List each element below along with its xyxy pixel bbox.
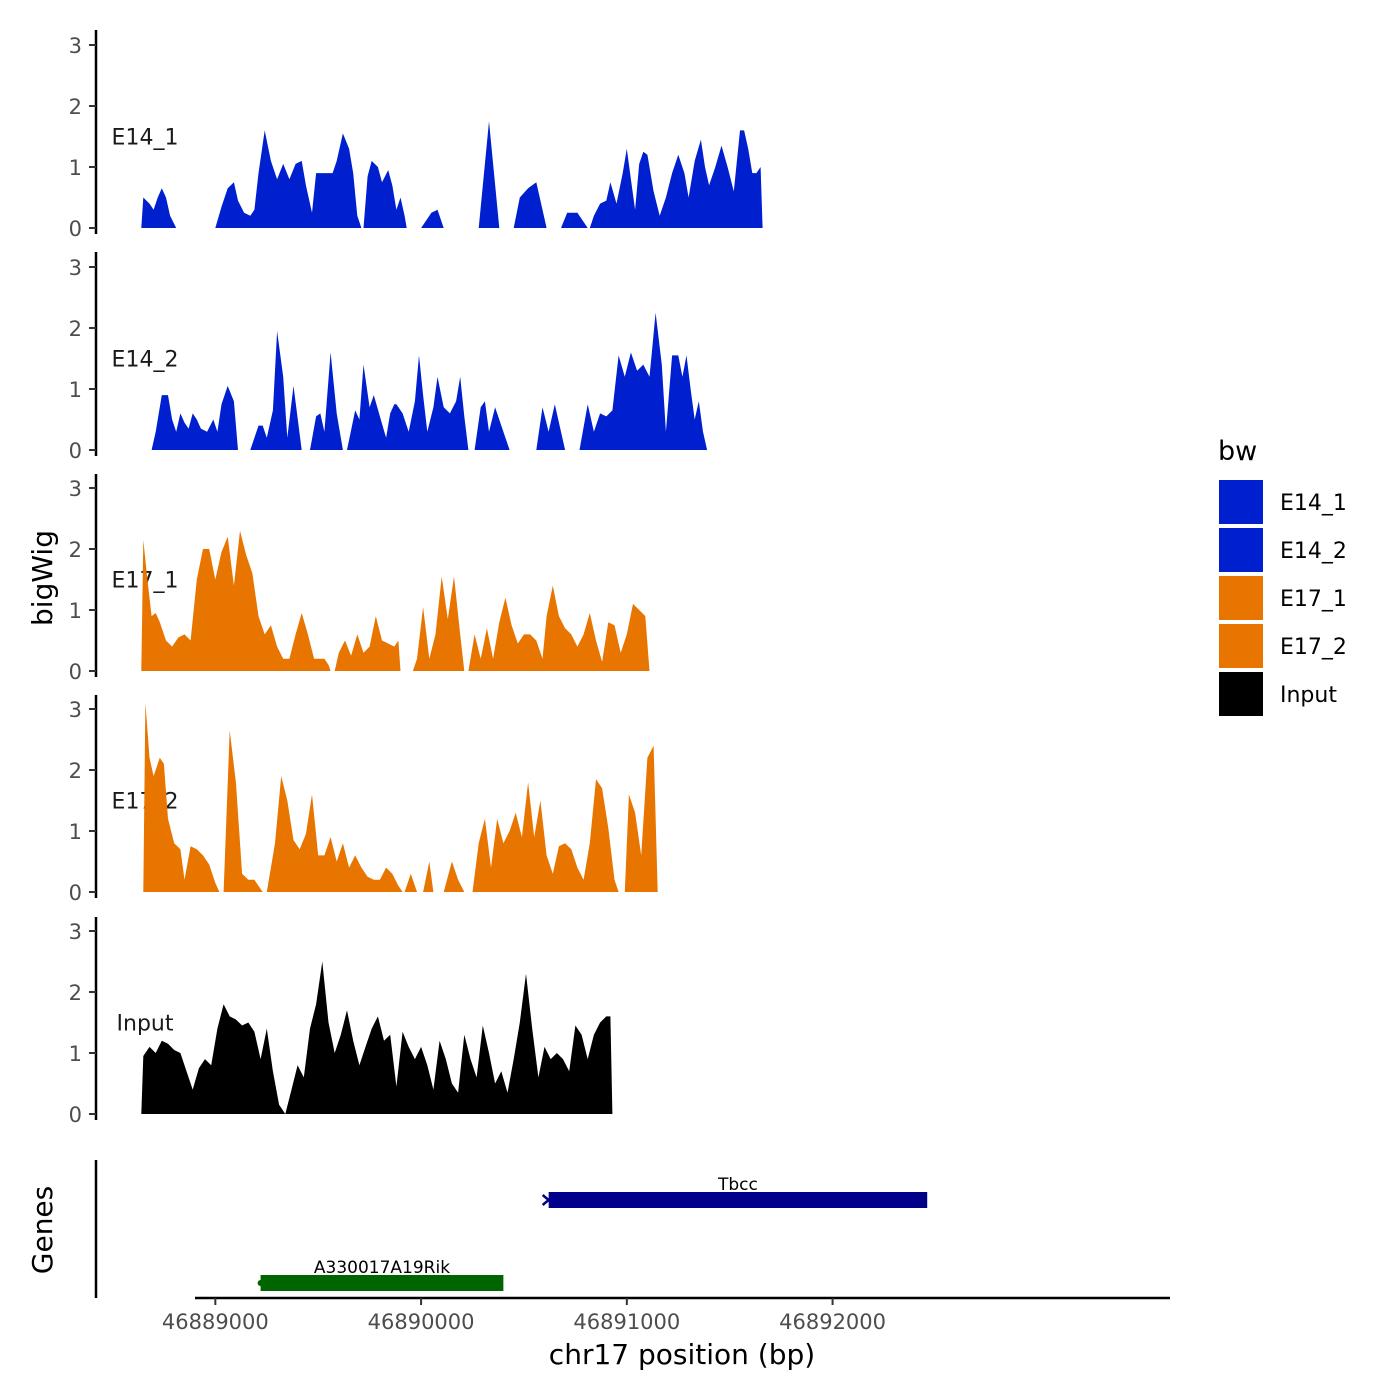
- y-tick-label: 2: [69, 317, 82, 341]
- gene-body: [548, 1192, 928, 1208]
- x-tick-label: 46891000: [573, 1310, 680, 1334]
- legend-item-e17-1: E17_1: [1219, 576, 1347, 620]
- y-tick-label: 3: [69, 920, 82, 944]
- coverage-area-e17-1: [141, 530, 650, 671]
- y-tick-label: 3: [69, 698, 82, 722]
- y-tick-label: 0: [69, 881, 82, 905]
- legend-swatch: [1219, 480, 1263, 524]
- tracks-layer: 0123E14_10123E14_20123E17_10123E17_20123…: [69, 30, 763, 1127]
- track-label: E14_2: [112, 348, 179, 373]
- track-label: E14_1: [112, 126, 179, 151]
- genes-axis-title: Genes: [26, 1186, 59, 1274]
- y-tick-label: 1: [69, 599, 82, 623]
- x-axis: 46889000 46890000 46891000 46892000: [162, 1296, 1170, 1334]
- x-tick-label: 46892000: [779, 1310, 886, 1334]
- y-tick-label: 0: [69, 439, 82, 463]
- track-e14-2: 0 1 2 3 E14_2: [69, 252, 708, 463]
- legend-item-input: Input: [1219, 672, 1337, 716]
- y-tick-label: 2: [69, 759, 82, 783]
- y-tick-label: 2: [69, 981, 82, 1005]
- gene-label: A330017A19Rik: [314, 1258, 450, 1278]
- legend-label: E14_1: [1280, 491, 1347, 516]
- track-e17-2: 0123E17_2: [69, 695, 658, 905]
- gene-label: Tbcc: [717, 1175, 758, 1195]
- y-tick-label: 1: [69, 378, 82, 402]
- legend-title: bw: [1218, 436, 1257, 467]
- strand-arrow: [541, 1194, 551, 1206]
- y-tick-label: 0: [69, 1103, 82, 1127]
- gene-a330017a19rik: A330017A19Rik: [257, 1258, 504, 1291]
- y-tick-label: 0: [69, 217, 82, 241]
- legend-item-e14-2: E14_2: [1219, 528, 1347, 572]
- legend: bw E14_1 E14_2 E17_1 E17_2 Input: [1218, 436, 1347, 716]
- y-tick-label: 1: [69, 820, 82, 844]
- legend-label: E17_2: [1280, 635, 1347, 660]
- strand-arrow: [257, 1280, 264, 1286]
- track-e17-1: 0123E17_1: [69, 474, 650, 684]
- legend-label: E14_2: [1280, 539, 1347, 564]
- track-input: 0 1 2 3 Input: [69, 917, 613, 1127]
- y-tick-label: 3: [69, 477, 82, 501]
- y-tick-label: 1: [69, 156, 82, 180]
- y-tick-label: 2: [69, 538, 82, 562]
- legend-label: E17_1: [1280, 587, 1347, 612]
- genes-layer: Tbcc A330017A19Rik: [94, 1160, 928, 1298]
- y-tick-label: 1: [69, 1042, 82, 1066]
- legend-swatch: [1219, 624, 1263, 668]
- x-tick-label: 46889000: [162, 1310, 269, 1334]
- legend-label: Input: [1280, 683, 1337, 708]
- legend-item-e17-2: E17_2: [1219, 624, 1347, 668]
- gene-tbcc: Tbcc: [541, 1175, 928, 1208]
- y-tick-label: 3: [69, 34, 82, 58]
- y-tick-label: 2: [69, 95, 82, 119]
- y-tick-label: 0: [69, 660, 82, 684]
- coverage-area-e14-2: [151, 312, 708, 450]
- coverage-area-input: [141, 961, 613, 1114]
- coverage-area-e17-2: [143, 702, 658, 892]
- track-label: Input: [117, 1012, 174, 1037]
- gene-body: [260, 1275, 504, 1291]
- track-e14-1: 0 1 2 3 E14_1: [69, 30, 763, 241]
- legend-swatch: [1219, 528, 1263, 572]
- legend-swatch: [1219, 576, 1263, 620]
- y-tick-label: 3: [69, 256, 82, 280]
- legend-swatch: [1219, 672, 1263, 716]
- y-axis-title: bigWig: [26, 530, 59, 626]
- coverage-area-e14-1: [141, 121, 763, 228]
- x-axis-title: chr17 position (bp): [549, 1338, 815, 1371]
- x-tick-label: 46890000: [368, 1310, 475, 1334]
- legend-item-e14-1: E14_1: [1219, 480, 1347, 524]
